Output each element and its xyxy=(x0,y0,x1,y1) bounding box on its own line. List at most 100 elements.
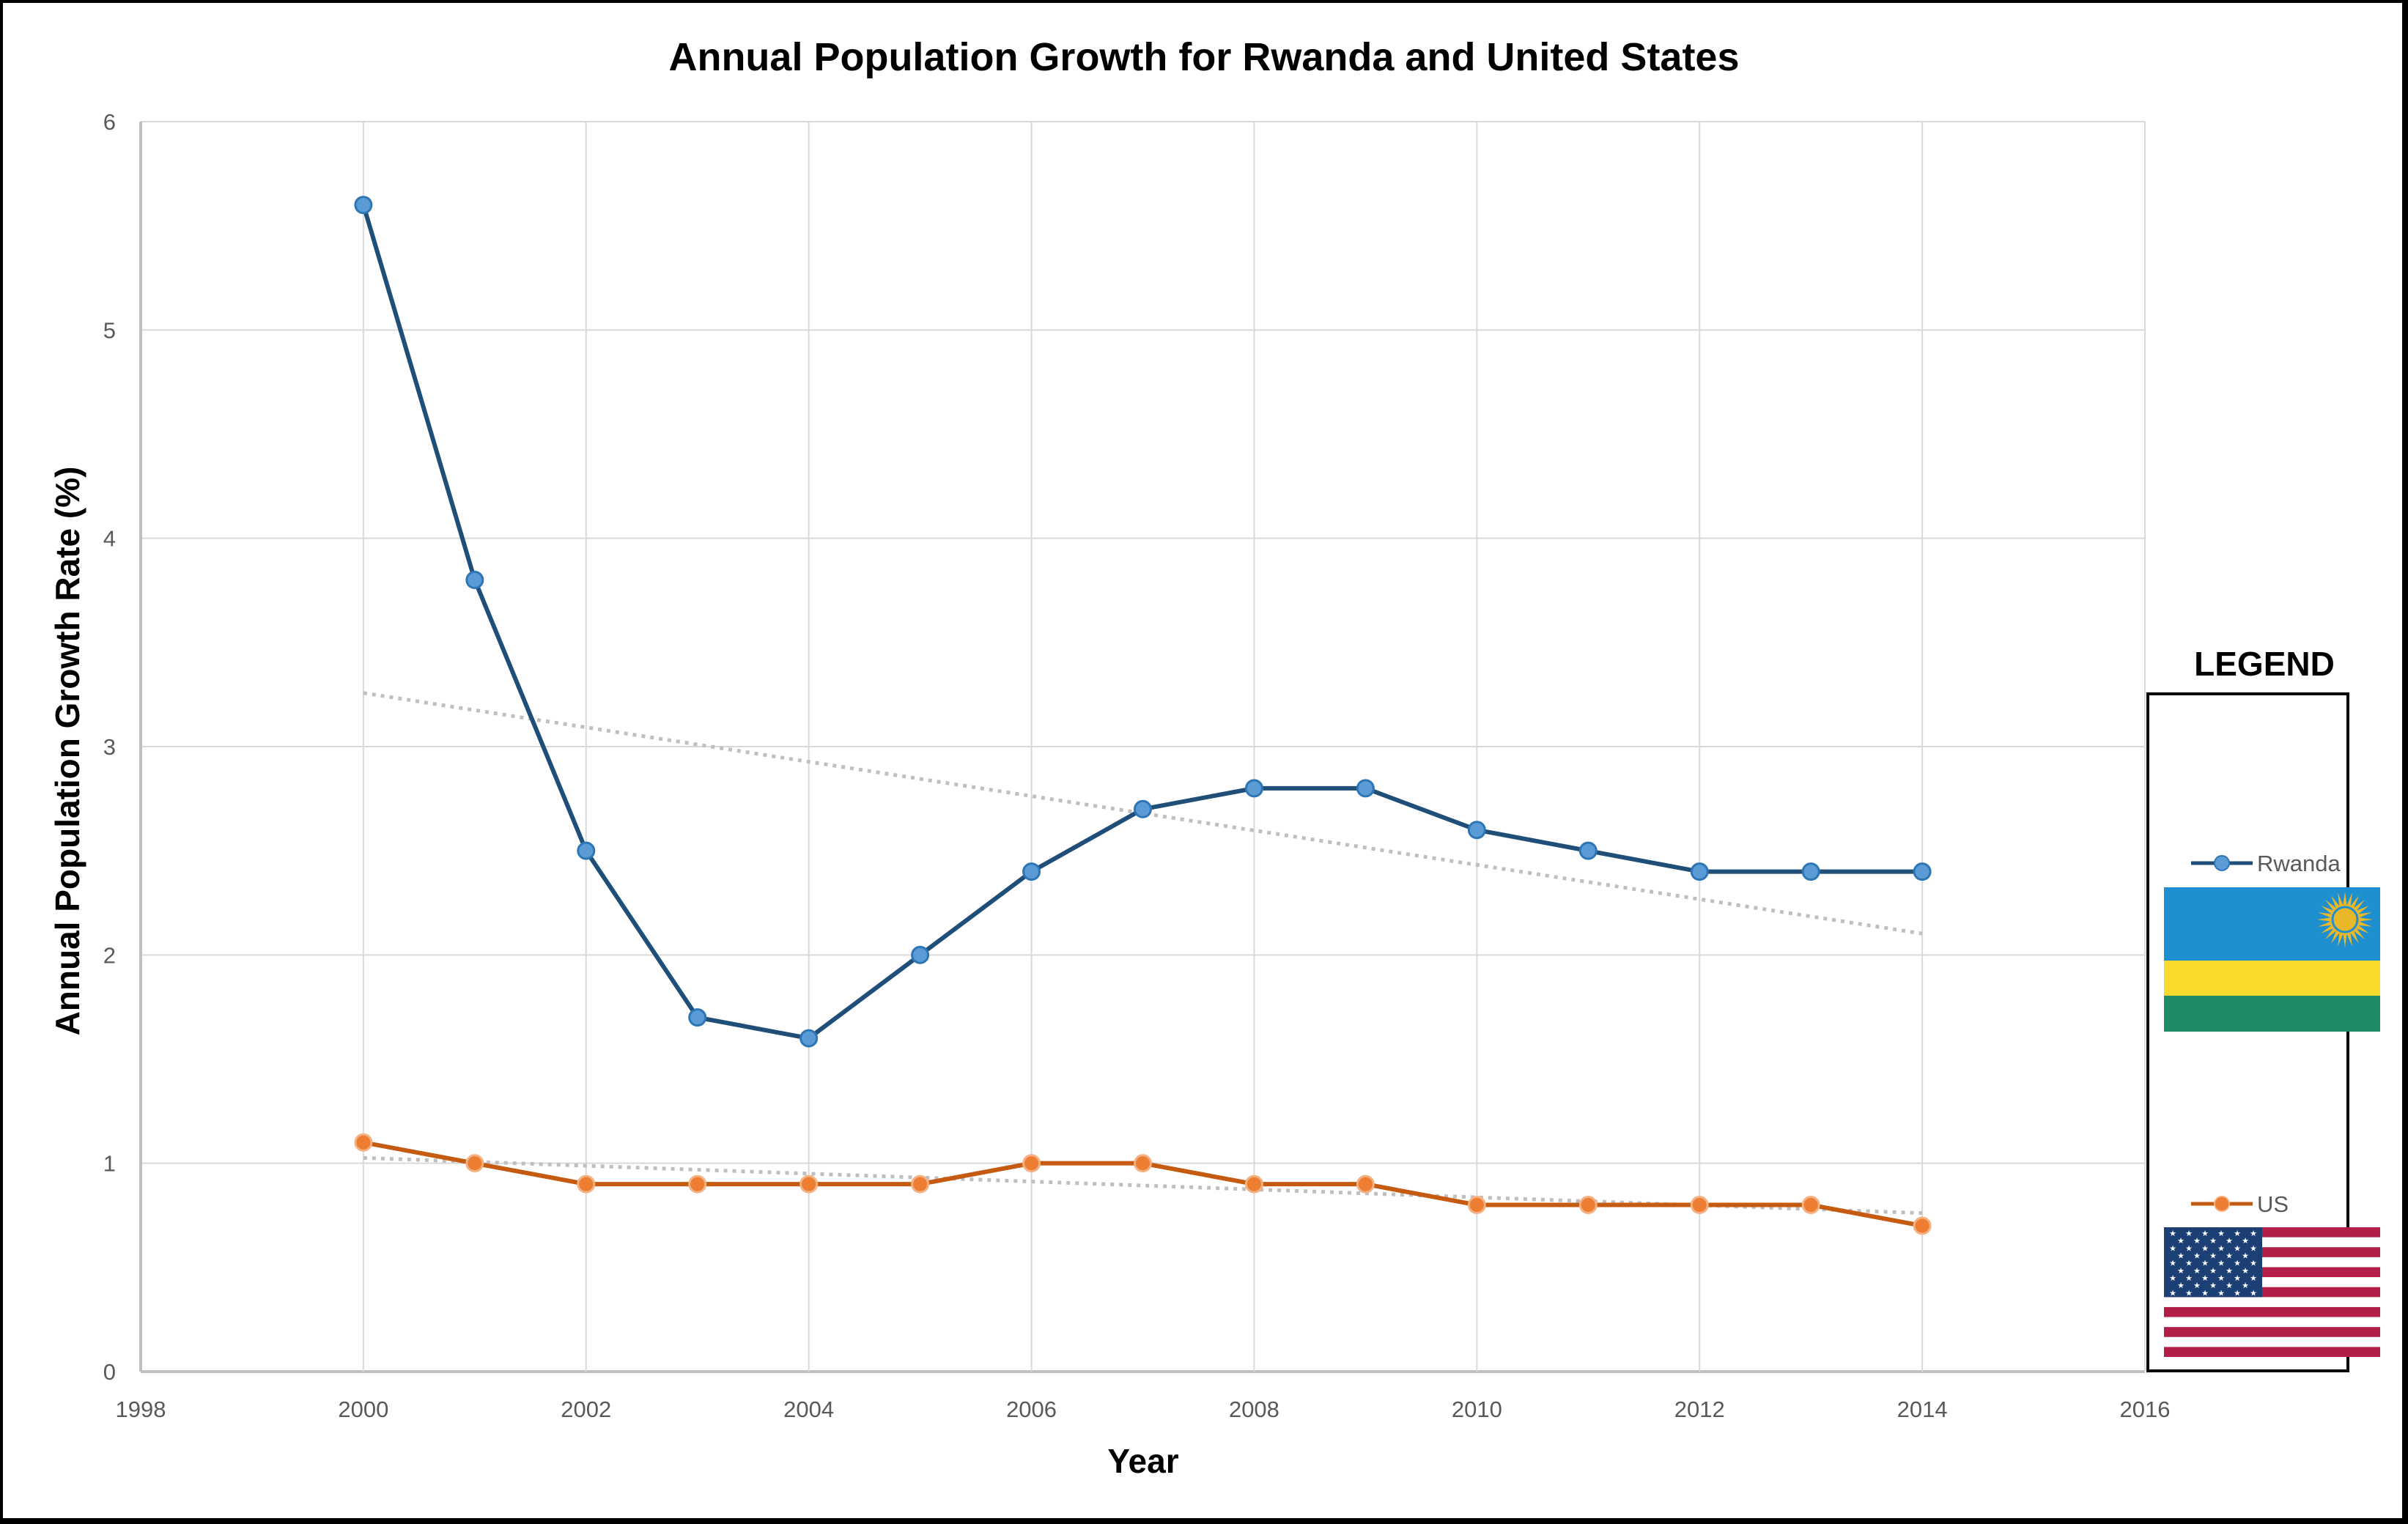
flag-star: ★ xyxy=(2226,1251,2233,1260)
data-point-rwanda xyxy=(1578,841,1598,860)
flag-star: ★ xyxy=(2242,1266,2249,1276)
flag-star: ★ xyxy=(2234,1288,2241,1298)
x-tick-label: 2012 xyxy=(1674,1397,1725,1422)
data-point-rwanda xyxy=(1356,779,1375,798)
flag-star: ★ xyxy=(2193,1251,2201,1260)
flag-star: ★ xyxy=(2209,1266,2217,1276)
us-flag-icon: ★ ★ ★ ★ ★ ★★ ★ ★ ★ ★★ ★ ★ ★ ★ ★★ ★ ★ ★ ★★ ★ ★ ★ ★ ★★ ★ ★ ★ ★★ ★ ★ ★ ★ ★★… xyxy=(2164,1227,2380,1357)
data-point-us xyxy=(1690,1196,1709,1215)
series-group xyxy=(354,196,1932,1235)
flag-star: ★ xyxy=(2250,1259,2257,1268)
x-axis-title: Year xyxy=(1107,1442,1178,1480)
flag-star: ★ xyxy=(2201,1243,2209,1253)
x-tick-label: 2006 xyxy=(1006,1397,1057,1422)
data-point-us xyxy=(1244,1175,1263,1194)
flag-star: ★ xyxy=(2209,1281,2217,1290)
flag-star: ★ xyxy=(2169,1288,2176,1298)
flag-star: ★ xyxy=(2185,1259,2193,1268)
data-point-rwanda xyxy=(465,571,484,590)
y-axis-ticks: 0 1 2 3 4 5 6 xyxy=(103,109,116,1385)
legend-item-rwanda[interactable]: Rwanda xyxy=(2164,851,2380,1032)
y-tick-label: 5 xyxy=(103,317,116,343)
flag-star: ★ xyxy=(2217,1229,2225,1238)
y-tick-label: 1 xyxy=(103,1151,116,1177)
data-point-rwanda xyxy=(1244,779,1263,798)
flag-stripe xyxy=(2164,1347,2380,1357)
flag-stripe xyxy=(2164,1327,2380,1337)
trendlines xyxy=(363,691,1923,1216)
flag-star: ★ xyxy=(2234,1259,2241,1268)
flag-star: ★ xyxy=(2209,1251,2217,1260)
y-tick-label: 6 xyxy=(103,109,116,135)
flag-star: ★ xyxy=(2169,1229,2176,1238)
flag-star: ★ xyxy=(2201,1288,2209,1298)
flag-star: ★ xyxy=(2217,1243,2225,1253)
flag-star: ★ xyxy=(2185,1288,2193,1298)
x-tick-label: 2016 xyxy=(2120,1397,2171,1422)
flag-star: ★ xyxy=(2169,1243,2176,1253)
sun-disc xyxy=(2331,906,2359,933)
data-point-rwanda xyxy=(911,945,930,964)
flag-star: ★ xyxy=(2177,1281,2184,1290)
flag-star: ★ xyxy=(2217,1259,2225,1268)
flag-star: ★ xyxy=(2177,1251,2184,1260)
y-tick-label: 0 xyxy=(103,1359,116,1385)
chart-title: Annual Population Growth for Rwanda and … xyxy=(668,35,1739,79)
data-point-us xyxy=(1022,1154,1041,1173)
data-point-us xyxy=(1467,1196,1486,1215)
x-tick-label: 2010 xyxy=(1452,1397,1502,1422)
flag-stripe xyxy=(2164,1306,2380,1317)
legend-marker-rwanda xyxy=(2214,855,2230,871)
chart-frame: Annual Population Growth for Rwanda and … xyxy=(3,3,2402,1518)
flag-star: ★ xyxy=(2226,1281,2233,1290)
flag-star: ★ xyxy=(2201,1229,2209,1238)
flag-star: ★ xyxy=(2201,1273,2209,1283)
flag-star: ★ xyxy=(2250,1229,2257,1238)
data-point-us xyxy=(1356,1175,1375,1194)
data-point-us xyxy=(1134,1154,1152,1173)
flag-star: ★ xyxy=(2201,1259,2209,1268)
flag-canton xyxy=(2164,1227,2262,1298)
data-point-us xyxy=(354,1133,373,1152)
legend-marker-us xyxy=(2214,1196,2230,1212)
flag-star: ★ xyxy=(2234,1229,2241,1238)
data-point-rwanda xyxy=(1134,799,1152,818)
flag-star: ★ xyxy=(2185,1273,2193,1283)
flag-star: ★ xyxy=(2242,1251,2249,1260)
flag-star: ★ xyxy=(2250,1273,2257,1283)
flag-star: ★ xyxy=(2226,1236,2233,1246)
flag-star: ★ xyxy=(2177,1266,2184,1276)
legend-label-rwanda: Rwanda xyxy=(2257,851,2341,876)
flag-star: ★ xyxy=(2250,1243,2257,1253)
flag-star: ★ xyxy=(2193,1236,2201,1246)
y-axis-title: Annual Population Growth Rate (%) xyxy=(48,467,86,1036)
data-point-us xyxy=(688,1175,707,1194)
flag-star: ★ xyxy=(2177,1236,2184,1246)
flag-star: ★ xyxy=(2242,1281,2249,1290)
x-tick-label: 2002 xyxy=(561,1397,611,1422)
flag-star: ★ xyxy=(2234,1243,2241,1253)
x-axis-ticks: 1998 2000 2002 2004 2006 2008 2010 2012 2014 2016 xyxy=(116,1397,2171,1422)
flag-star: ★ xyxy=(2217,1273,2225,1283)
legend-item-us[interactable]: US ★ ★ ★ ★ ★ ★★ ★ ★ ★ ★★ ★ ★ ★ ★ ★★ ★ ★ ★ ★★ ★ ★ ★ ★ ★★ ★ ★ ★ ★★ ★ ★ ★… xyxy=(2164,1191,2380,1357)
flag-star: ★ xyxy=(2185,1243,2193,1253)
data-point-us xyxy=(465,1154,484,1173)
data-point-rwanda xyxy=(1690,862,1709,881)
x-tick-label: 2000 xyxy=(338,1397,388,1422)
data-point-rwanda xyxy=(1801,862,1820,881)
flag-star: ★ xyxy=(2185,1229,2193,1238)
data-point-us xyxy=(799,1175,819,1194)
flag-star: ★ xyxy=(2217,1288,2225,1298)
data-point-rwanda xyxy=(1913,862,1932,881)
y-tick-label: 3 xyxy=(103,734,116,760)
flag-star: ★ xyxy=(2193,1266,2201,1276)
x-tick-label: 2014 xyxy=(1897,1397,1948,1422)
y-tick-label: 4 xyxy=(103,526,116,552)
data-point-us xyxy=(1801,1196,1820,1215)
flag-star: ★ xyxy=(2209,1236,2217,1246)
x-tick-label: 1998 xyxy=(116,1397,166,1422)
data-point-rwanda xyxy=(688,1008,707,1027)
data-point-us xyxy=(1578,1196,1598,1215)
x-tick-label: 2004 xyxy=(783,1397,834,1422)
flag-star: ★ xyxy=(2193,1281,2201,1290)
